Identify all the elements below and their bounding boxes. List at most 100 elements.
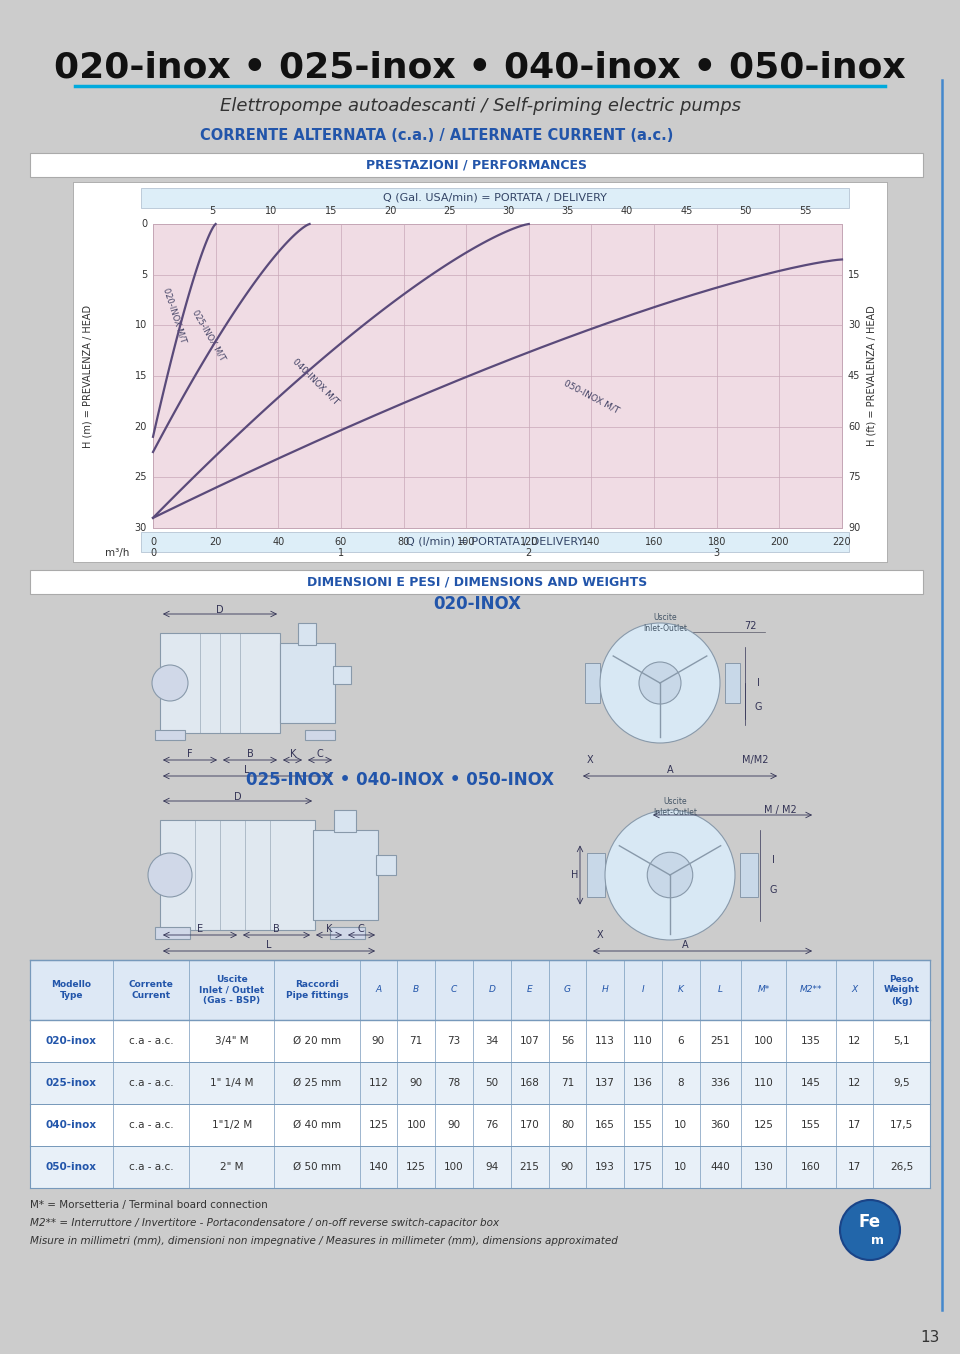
Text: 30: 30	[134, 523, 147, 533]
Text: (Kg): (Kg)	[891, 997, 912, 1006]
Text: G: G	[564, 986, 571, 994]
Text: Raccordi: Raccordi	[295, 980, 339, 988]
Text: 15: 15	[134, 371, 147, 380]
Text: 12: 12	[848, 1078, 861, 1089]
Text: X: X	[597, 930, 603, 940]
Text: 13: 13	[921, 1331, 940, 1346]
Text: E: E	[527, 986, 533, 994]
Text: 17: 17	[848, 1120, 861, 1131]
Text: M* = Morsetteria / Terminal board connection: M* = Morsetteria / Terminal board connec…	[30, 1200, 268, 1210]
Text: Ø 20 mm: Ø 20 mm	[293, 1036, 341, 1047]
Text: 100: 100	[457, 538, 475, 547]
Text: 78: 78	[447, 1078, 461, 1089]
Text: Current: Current	[132, 991, 171, 1001]
Text: 45: 45	[681, 206, 692, 217]
Bar	[73, 181, 887, 562]
Text: PRESTAZIONI / PERFORMANCES: PRESTAZIONI / PERFORMANCES	[367, 158, 588, 172]
Text: X: X	[852, 986, 857, 994]
Text: C: C	[317, 749, 324, 760]
Text: Uscite
Inlet-Outlet: Uscite Inlet-Outlet	[643, 613, 687, 632]
Text: B: B	[247, 749, 253, 760]
Text: A: A	[666, 765, 673, 774]
Text: 3/4" M: 3/4" M	[215, 1036, 249, 1047]
Bar	[313, 830, 378, 919]
Text: K: K	[678, 986, 684, 994]
Bar	[30, 1104, 930, 1145]
Bar	[30, 570, 923, 594]
Text: M*: M*	[757, 986, 770, 994]
Text: 125: 125	[406, 1162, 426, 1173]
Text: 20: 20	[384, 206, 396, 217]
Text: Inlet / Outlet: Inlet / Outlet	[200, 986, 265, 994]
Text: 55: 55	[799, 206, 811, 217]
Text: 155: 155	[801, 1120, 821, 1131]
Text: 220: 220	[832, 538, 852, 547]
Text: 6: 6	[678, 1036, 684, 1047]
Text: 110: 110	[754, 1078, 774, 1089]
Text: 10: 10	[265, 206, 277, 217]
Text: D: D	[234, 792, 242, 802]
Circle shape	[600, 623, 720, 743]
Text: 71: 71	[561, 1078, 574, 1089]
Text: m³/h: m³/h	[105, 548, 130, 558]
Text: 10: 10	[134, 321, 147, 330]
Text: K: K	[325, 923, 332, 934]
Text: m: m	[872, 1233, 884, 1247]
Text: 100: 100	[444, 1162, 464, 1173]
Text: 8: 8	[678, 1078, 684, 1089]
Text: 125: 125	[369, 1120, 389, 1131]
Text: 130: 130	[754, 1162, 774, 1173]
Text: (Gas - BSP): (Gas - BSP)	[204, 997, 260, 1006]
Text: 45: 45	[848, 371, 860, 380]
Text: 90: 90	[372, 1036, 385, 1047]
Text: 113: 113	[595, 1036, 615, 1047]
Text: 165: 165	[595, 1120, 615, 1131]
Text: 100: 100	[406, 1120, 426, 1131]
Circle shape	[639, 662, 681, 704]
Bar	[30, 960, 930, 1020]
Text: 020-INOX M/T: 020-INOX M/T	[162, 287, 188, 344]
Bar	[160, 821, 315, 930]
Text: A: A	[682, 940, 688, 951]
Bar	[30, 1145, 930, 1187]
Text: c.a - a.c.: c.a - a.c.	[129, 1162, 174, 1173]
Text: 10: 10	[674, 1162, 687, 1173]
Text: E: E	[197, 923, 204, 934]
Circle shape	[647, 852, 693, 898]
Bar	[740, 853, 758, 896]
Text: 80: 80	[397, 538, 410, 547]
Text: 125: 125	[754, 1120, 774, 1131]
Text: B: B	[413, 986, 420, 994]
Text: 30: 30	[848, 321, 860, 330]
Text: 3: 3	[713, 548, 720, 558]
Text: DIMENSIONI E PESI / DIMENSIONS AND WEIGHTS: DIMENSIONI E PESI / DIMENSIONS AND WEIGH…	[307, 575, 647, 589]
Text: M2**: M2**	[800, 986, 822, 994]
Text: 90: 90	[561, 1162, 574, 1173]
Text: 80: 80	[561, 1120, 574, 1131]
Bar	[334, 810, 356, 831]
Text: Q (Gal. USA/min) = PORTATA / DELIVERY: Q (Gal. USA/min) = PORTATA / DELIVERY	[383, 194, 607, 203]
Text: A: A	[375, 986, 381, 994]
Text: 160: 160	[645, 538, 663, 547]
Bar	[725, 663, 740, 703]
Text: c.a - a.c.: c.a - a.c.	[129, 1036, 174, 1047]
Text: 5: 5	[141, 269, 147, 280]
Text: 0: 0	[150, 538, 156, 547]
Text: 90: 90	[410, 1078, 422, 1089]
Text: Weight: Weight	[883, 986, 920, 994]
Text: 60: 60	[335, 538, 347, 547]
Text: 1: 1	[338, 548, 344, 558]
Text: H (ft) = PREVALENZA / HEAD: H (ft) = PREVALENZA / HEAD	[867, 306, 877, 447]
Text: Uscite
Inlet-Outlet: Uscite Inlet-Outlet	[653, 798, 697, 816]
Text: H (m) = PREVALENZA / HEAD: H (m) = PREVALENZA / HEAD	[82, 305, 92, 448]
Text: G: G	[755, 701, 761, 712]
Text: 100: 100	[754, 1036, 773, 1047]
Circle shape	[148, 853, 192, 896]
Text: C: C	[451, 986, 457, 994]
Text: 360: 360	[710, 1120, 731, 1131]
Text: 025-INOX M/T: 025-INOX M/T	[191, 309, 228, 363]
Text: Ø 25 mm: Ø 25 mm	[293, 1078, 341, 1089]
Text: K: K	[290, 749, 297, 760]
Text: 170: 170	[519, 1120, 540, 1131]
Bar	[298, 623, 316, 645]
